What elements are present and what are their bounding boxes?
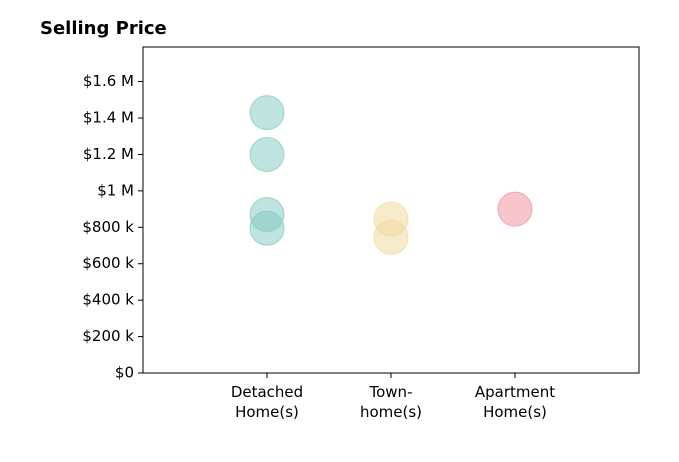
x-tick-label: Apartment Home(s)	[474, 383, 556, 421]
y-tick-label: $200 k	[82, 327, 134, 345]
chart-title: Selling Price	[40, 18, 167, 39]
y-tick-label: $1 M	[97, 181, 134, 199]
point	[373, 219, 409, 255]
point	[249, 95, 285, 131]
y-tick-label: $1.4 M	[83, 109, 134, 127]
point	[249, 210, 285, 246]
y-tick-label: $800 k	[82, 218, 134, 236]
y-tick-label: $1.6 M	[83, 72, 134, 90]
y-tick-label: $1.2 M	[83, 145, 134, 163]
y-tick-label: $600 k	[82, 254, 134, 272]
y-tick-label: $0	[115, 364, 134, 382]
x-tick-label: Detached Home(s)	[230, 383, 304, 421]
x-tick-label: Town- home(s)	[359, 383, 423, 421]
y-tick-label: $400 k	[82, 291, 134, 309]
point	[249, 136, 285, 172]
point	[497, 191, 533, 227]
